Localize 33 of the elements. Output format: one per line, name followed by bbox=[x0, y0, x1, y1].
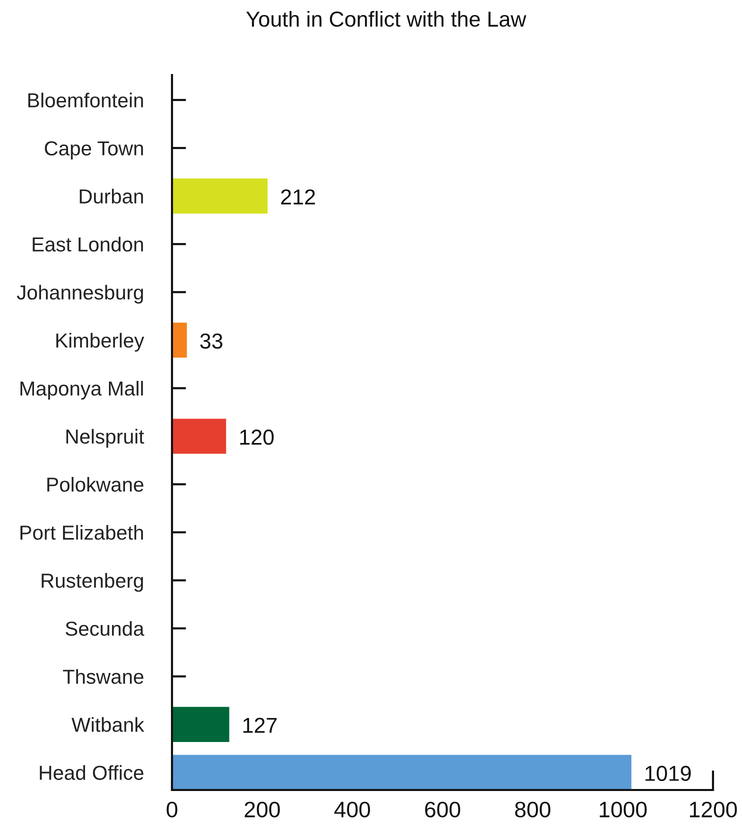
bar bbox=[172, 322, 187, 358]
data-label: 33 bbox=[200, 333, 222, 349]
y-tick-label: Cape Town bbox=[44, 141, 143, 160]
x-tick-label: 1000 bbox=[600, 802, 647, 818]
data-label: 127 bbox=[243, 718, 277, 733]
x-tick-label: 800 bbox=[515, 802, 550, 818]
y-tick-label: East London bbox=[32, 236, 143, 252]
bar bbox=[172, 754, 632, 790]
y-tick-label: Durban bbox=[80, 188, 143, 204]
data-label: 212 bbox=[281, 189, 315, 204]
x-tick-label: 600 bbox=[425, 802, 460, 818]
x-tick-label: 0 bbox=[166, 802, 178, 818]
bar bbox=[172, 706, 230, 742]
y-tick-label: Johannesburg bbox=[16, 284, 143, 304]
y-tick-label: Rustenberg bbox=[42, 573, 143, 592]
y-tick-label: Nelspruit bbox=[66, 428, 144, 448]
y-tick-label: Witbank bbox=[72, 717, 144, 732]
data-label: 120 bbox=[240, 430, 274, 445]
bar bbox=[172, 178, 268, 214]
x-tick-label: 200 bbox=[244, 802, 280, 818]
y-tick-label: Polokwane bbox=[47, 476, 144, 492]
x-tick-label: 400 bbox=[334, 802, 370, 818]
chart-title: Youth in Conflict with the Law bbox=[246, 10, 526, 27]
y-tick-label: Head Office bbox=[40, 765, 144, 780]
data-label: 1019 bbox=[646, 766, 691, 782]
bar bbox=[172, 418, 226, 454]
y-tick-label: Kimberley bbox=[56, 332, 144, 352]
y-tick-label: Bloemfontein bbox=[28, 92, 143, 108]
y-tick-label: Secunda bbox=[66, 621, 144, 636]
y-tick-label: Maponya Mall bbox=[20, 380, 143, 400]
y-tick-label: Thswane bbox=[62, 669, 144, 684]
y-tick-label: Port Elizabeth bbox=[20, 524, 143, 540]
x-tick-label: 1200 bbox=[690, 802, 737, 818]
